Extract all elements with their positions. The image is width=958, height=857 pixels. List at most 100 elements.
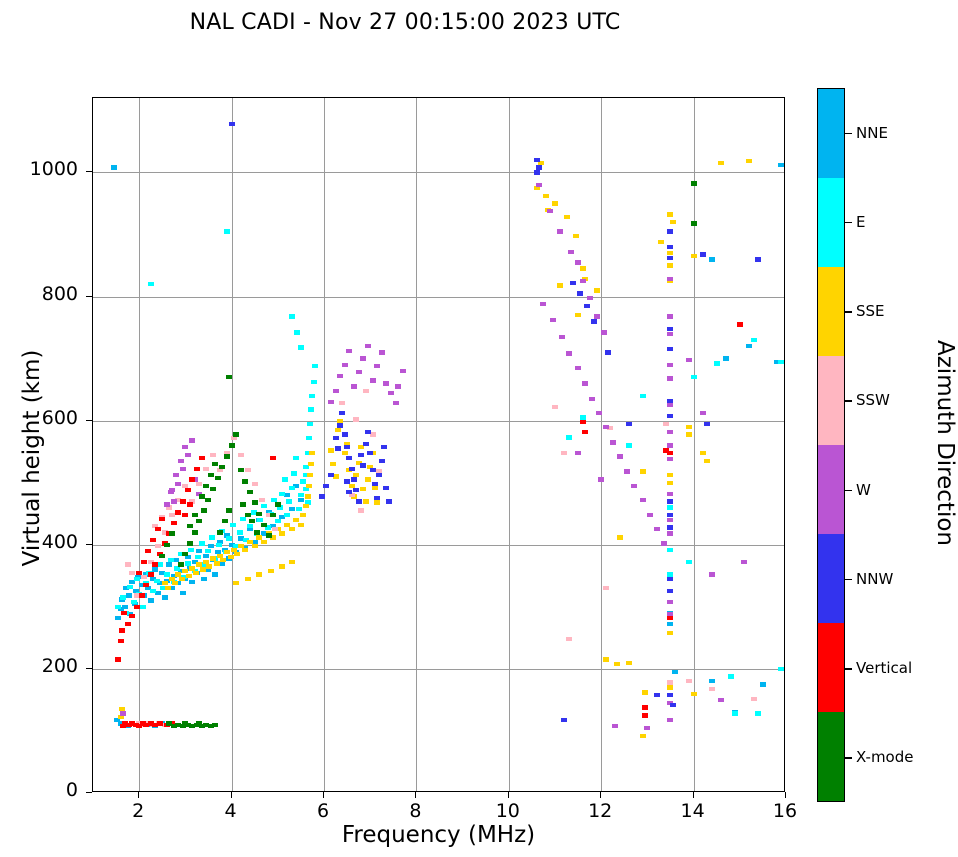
data-point [357, 452, 364, 457]
data-point [284, 492, 291, 498]
data-point [535, 165, 542, 170]
data-point [304, 500, 311, 505]
data-point [159, 516, 166, 521]
data-point [170, 499, 177, 504]
data-point [704, 421, 711, 426]
x-axis-tick-label: 8 [409, 800, 422, 822]
data-point [265, 512, 272, 518]
data-point [667, 512, 674, 518]
data-point [718, 697, 725, 703]
data-point [250, 510, 257, 515]
data-point [136, 721, 143, 726]
data-point [288, 314, 295, 319]
colorbar-label-x-mode: X-mode [856, 748, 914, 767]
data-point [198, 455, 205, 461]
colorbar-segment-e [818, 178, 844, 267]
data-point [625, 421, 632, 426]
data-point [602, 424, 609, 430]
data-point [667, 505, 674, 510]
data-point [332, 474, 339, 479]
data-point [210, 452, 217, 457]
data-point [198, 541, 205, 546]
colorbar-label-e: E [856, 212, 866, 231]
data-point [709, 679, 716, 684]
data-point [593, 314, 600, 319]
data-point [300, 479, 307, 484]
data-point [270, 535, 277, 540]
data-point [667, 576, 674, 582]
data-point [362, 499, 369, 504]
data-point [577, 291, 584, 296]
data-point [551, 404, 558, 410]
data-point [226, 375, 233, 380]
data-point [265, 533, 272, 538]
data-point [602, 586, 609, 591]
data-point [709, 572, 716, 577]
data-point [376, 469, 383, 474]
data-point [667, 429, 674, 435]
scatter-canvas [93, 98, 785, 791]
data-point [270, 512, 277, 518]
data-point [117, 721, 124, 726]
data-point [302, 486, 309, 492]
data-point [166, 505, 173, 510]
data-point [173, 473, 180, 478]
y-axis-tick [86, 419, 92, 421]
data-point [667, 314, 674, 319]
data-point [136, 723, 143, 729]
data-point [351, 477, 358, 482]
data-point [755, 711, 762, 716]
data-point [667, 331, 674, 336]
data-point [293, 517, 300, 523]
y-axis-tick-label: 400 [41, 530, 78, 553]
data-point [667, 599, 674, 605]
data-point [217, 539, 224, 544]
data-point [355, 460, 362, 466]
colorbar-label-nne: NNE [856, 123, 888, 142]
data-point [288, 485, 295, 490]
data-point [746, 344, 753, 349]
data-point [264, 525, 271, 530]
y-axis-title: Virtual height (km) [19, 349, 45, 567]
data-point [561, 450, 568, 456]
data-point [177, 458, 184, 464]
x-axis-tick-label: 2 [132, 800, 145, 822]
data-point [117, 607, 124, 612]
data-point [378, 350, 385, 355]
data-point [138, 593, 145, 598]
gridline-vertical [508, 98, 510, 791]
data-point [653, 692, 660, 698]
data-point [341, 362, 348, 367]
x-axis-tick-label: 14 [680, 800, 705, 822]
data-point [122, 721, 129, 726]
data-point [327, 448, 334, 453]
data-point [203, 483, 210, 488]
data-point [556, 283, 563, 288]
data-point [288, 527, 295, 532]
data-point [177, 568, 184, 574]
data-point [189, 438, 196, 443]
data-point [207, 723, 214, 729]
data-point [374, 363, 381, 369]
data-point [602, 657, 609, 662]
colorbar-tick [845, 489, 852, 492]
data-point [274, 519, 281, 524]
data-point [667, 413, 674, 418]
colorbar-tick [845, 668, 852, 670]
data-point [307, 473, 314, 478]
colorbar-segment-vertical [818, 623, 844, 712]
data-point [120, 595, 127, 600]
colorbar-tick [845, 400, 852, 402]
data-point [667, 680, 674, 685]
data-point [759, 682, 766, 687]
colorbar-segment-sse [818, 267, 844, 356]
data-point [129, 721, 136, 726]
data-point [189, 499, 196, 504]
colorbar-tick [845, 578, 852, 581]
data-point [156, 562, 163, 567]
data-point [290, 471, 297, 476]
data-point [667, 717, 674, 722]
data-point [221, 547, 228, 552]
page-title: NAL CADI - Nov 27 00:15:00 2023 UTC [189, 10, 621, 35]
data-point [778, 666, 785, 672]
